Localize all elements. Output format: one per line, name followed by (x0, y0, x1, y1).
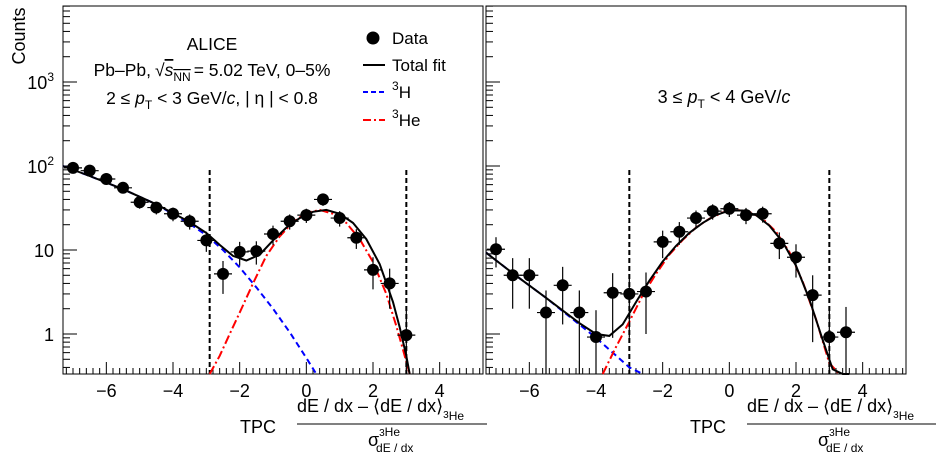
data-point (506, 269, 519, 282)
triton-fit-curve (62, 165, 318, 375)
data-point (706, 205, 719, 218)
left-plot-area (62, 161, 416, 375)
x-title-numerator: dE / dx – ⟨dE / dx⟩3He (297, 396, 464, 423)
right-axes: −6 −4 −2 0 2 4 (486, 5, 904, 401)
x-title-prefix: TPC (240, 417, 276, 437)
data-point (823, 331, 836, 344)
helium-fit-curve (208, 208, 411, 375)
data-point (590, 331, 602, 344)
data-point (350, 231, 363, 244)
data-point (83, 164, 96, 177)
x-tick-label: 4 (435, 381, 445, 401)
x-title-prefix: TPC (690, 417, 726, 437)
x-tick-label: −4 (586, 381, 607, 401)
data-point (756, 207, 769, 220)
data-point (606, 286, 619, 299)
data-point (690, 212, 702, 225)
data-point (740, 209, 752, 222)
data-point (723, 202, 736, 215)
right-kinematic-range: 3 ≤ pT < 4 GeV/c (658, 87, 791, 111)
left-kinematic-range: 2 ≤ pT < 3 GeV/c, | η | < 0.8 (106, 88, 318, 112)
x-tick-label: 2 (368, 381, 378, 401)
data-point (540, 306, 552, 319)
legend-data-marker (366, 31, 380, 45)
data-point (100, 173, 113, 186)
x-tick-label: −2 (652, 381, 673, 401)
data-point (623, 287, 636, 300)
data-point (250, 245, 263, 258)
x-tick-label: −4 (163, 381, 184, 401)
data-point (67, 161, 79, 174)
legend-triton-label: 3H (392, 79, 411, 102)
data-point (790, 251, 802, 264)
y-tick-label-10: 10 (34, 241, 54, 261)
data-point (317, 193, 329, 206)
data-point (217, 267, 229, 280)
data-point (233, 245, 246, 258)
left-x-axis-title: TPC dE / dx – ⟨dE / dx⟩3He σ3He dE / dx (240, 396, 487, 455)
y-axis-title: Counts (9, 7, 29, 64)
x-tick-label: −6 (96, 381, 117, 401)
data-point (300, 209, 313, 222)
right-panel-frame (485, 5, 907, 375)
total-fit-curve (485, 209, 850, 375)
data-point (133, 196, 146, 209)
total-fit-curve (62, 165, 411, 375)
data-point (573, 306, 586, 319)
data-point (283, 215, 296, 228)
y-tick-label-1000: 103 (27, 70, 54, 93)
data-point (150, 201, 163, 214)
x-title-denominator: σ3He dE / dx (368, 425, 413, 455)
experiment-label: ALICE (187, 34, 238, 54)
legend: Data Total fit 3H 3He (363, 29, 446, 130)
x-tick-label: −2 (229, 381, 250, 401)
data-point (840, 326, 852, 339)
data-point (400, 329, 413, 342)
y-tick-label-100: 102 (27, 154, 54, 177)
legend-data-label: Data (392, 29, 428, 48)
y-tick-labels: 1 10 102 103 (27, 70, 54, 345)
data-point (523, 269, 536, 282)
data-point (183, 215, 196, 228)
x-tick-label: 4 (858, 381, 868, 401)
data-point (167, 207, 179, 220)
legend-total-fit-label: Total fit (392, 56, 446, 75)
data-point (773, 237, 786, 250)
legend-helium-label: 3He (392, 107, 420, 130)
data-point (656, 235, 669, 248)
data-point (117, 181, 129, 194)
data-point (490, 243, 502, 256)
left-annotation: ALICE Pb–Pb, √sNN = 5.02 TeV, 0–5% 2 ≤ pT … (94, 34, 331, 112)
data-point (806, 289, 819, 302)
data-point (200, 234, 213, 247)
right-plot-area (485, 170, 855, 375)
data-point (367, 263, 379, 276)
x-tick-label: 0 (301, 381, 311, 401)
x-title-numerator: dE / dx – ⟨dE / dx⟩3He (747, 396, 914, 423)
data-point (267, 228, 279, 241)
data-point (383, 277, 396, 290)
collision-system: Pb–Pb, √sNN = 5.02 TeV, 0–5% (94, 60, 331, 84)
data-point (673, 225, 686, 238)
data-point (556, 279, 569, 292)
data-point (640, 285, 652, 298)
x-tick-label: 2 (791, 381, 801, 401)
x-tick-label: −6 (519, 381, 540, 401)
data-point (333, 212, 346, 225)
y-tick-label-1: 1 (44, 325, 54, 345)
x-tick-label: 0 (724, 381, 734, 401)
right-x-axis-title: TPC dE / dx – ⟨dE / dx⟩3He σ3He dE / dx (690, 396, 936, 455)
x-title-denominator: σ3He dE / dx (818, 425, 863, 455)
